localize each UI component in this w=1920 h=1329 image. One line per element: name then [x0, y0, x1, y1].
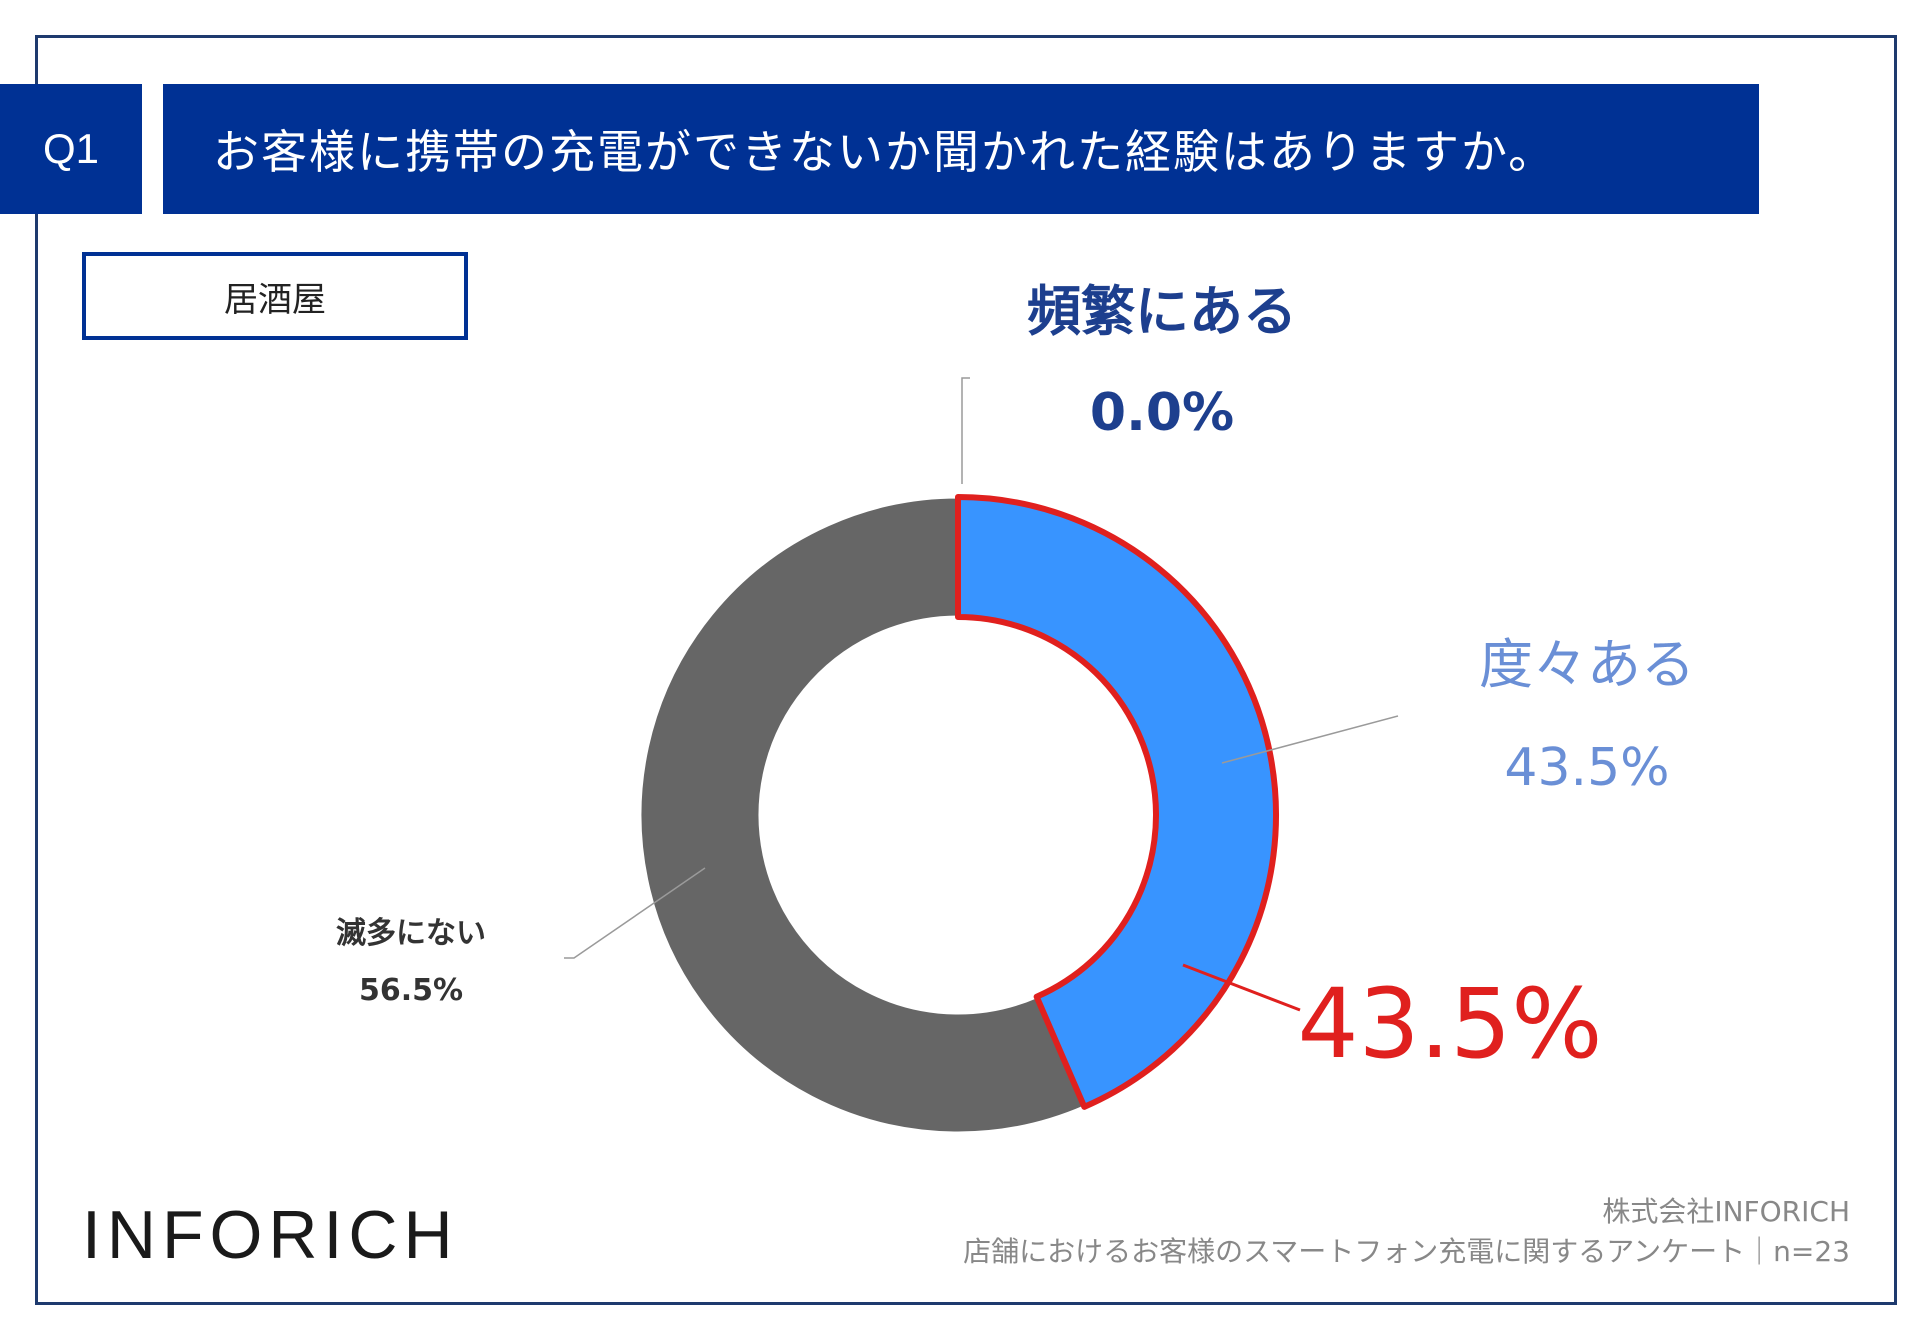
leader-line-frequent [961, 377, 970, 484]
footer-company: 株式会社INFORICH [1602, 1195, 1850, 1228]
label-frequent-name: 頻繁にある [1027, 280, 1297, 343]
donut-slice-sometimes [955, 494, 1280, 1110]
question-number-badge: Q1 [0, 84, 142, 214]
leader-line-rarely [564, 867, 706, 959]
donut-slice-rarely [638, 495, 1086, 1135]
company-logo: INFORICH [82, 1197, 459, 1273]
label-rarely-value: 56.5% [359, 973, 463, 1008]
footer: 株式会社INFORICH 店舗におけるお客様のスマートフォン充電に関するアンケー… [963, 1192, 1850, 1272]
highlight-callout-value: 43.5% [1298, 968, 1603, 1080]
label-sometimes-value: 43.5% [1504, 738, 1669, 798]
label-rarely-name: 滅多にない [336, 916, 486, 951]
label-sometimes-name: 度々ある [1479, 633, 1695, 696]
callout-leader-line [1182, 963, 1301, 1012]
footer-survey: 店舗におけるお客様のスマートフォン充電に関するアンケート｜n=23 [963, 1235, 1850, 1268]
category-label: 居酒屋 [82, 252, 468, 340]
label-frequent-value: 0.0% [1090, 383, 1234, 443]
slide-frame [35, 35, 1897, 1305]
question-title: お客様に携帯の充電ができないか聞かれた経験はありますか。 [163, 84, 1759, 214]
leader-line-sometimes [1221, 715, 1399, 764]
